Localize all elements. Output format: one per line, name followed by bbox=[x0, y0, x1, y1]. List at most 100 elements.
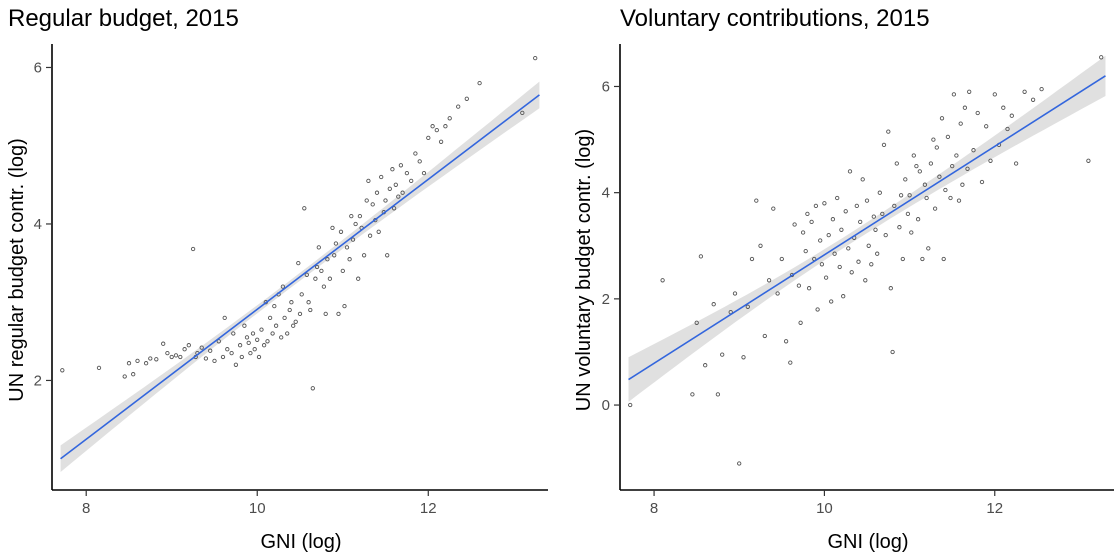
data-point bbox=[323, 311, 328, 317]
x-tick-label: 12 bbox=[420, 500, 437, 517]
x-tick-label: 8 bbox=[82, 500, 90, 517]
data-point bbox=[788, 360, 793, 365]
data-point bbox=[225, 347, 230, 352]
data-point bbox=[830, 217, 836, 222]
data-point bbox=[932, 206, 938, 211]
data-point bbox=[877, 190, 882, 195]
data-point bbox=[897, 225, 902, 230]
data-point bbox=[367, 233, 373, 238]
data-point bbox=[333, 241, 339, 246]
data-point bbox=[308, 307, 313, 313]
data-point bbox=[822, 201, 827, 206]
data-point bbox=[332, 253, 337, 258]
y-tick-label: 2 bbox=[34, 372, 42, 389]
data-point bbox=[169, 354, 174, 360]
data-point bbox=[711, 302, 716, 307]
data-point bbox=[875, 251, 880, 256]
data-point bbox=[255, 337, 260, 342]
data-point bbox=[914, 163, 919, 169]
data-point bbox=[922, 182, 928, 187]
data-point bbox=[892, 203, 897, 209]
data-point bbox=[272, 303, 277, 309]
data-point bbox=[261, 343, 267, 348]
data-point bbox=[385, 253, 390, 258]
data-point bbox=[391, 206, 397, 211]
data-point bbox=[809, 219, 814, 225]
data-point bbox=[374, 190, 380, 195]
x-tick-label: 12 bbox=[986, 500, 1003, 517]
data-point bbox=[869, 262, 874, 267]
data-point bbox=[1009, 113, 1014, 118]
data-point bbox=[863, 278, 868, 283]
data-point bbox=[962, 105, 968, 110]
data-point bbox=[890, 349, 895, 355]
data-point bbox=[520, 110, 525, 116]
y-tick-label: 4 bbox=[34, 216, 42, 233]
data-point bbox=[347, 257, 352, 262]
data-point bbox=[846, 246, 851, 251]
data-point bbox=[344, 245, 350, 250]
data-point bbox=[404, 170, 410, 176]
data-point bbox=[182, 347, 187, 352]
data-point bbox=[796, 283, 802, 288]
data-point bbox=[965, 166, 970, 171]
data-point bbox=[336, 311, 341, 317]
data-point bbox=[417, 159, 422, 164]
data-point bbox=[920, 256, 925, 262]
fit-line bbox=[60, 94, 540, 460]
data-point bbox=[818, 238, 823, 243]
data-point bbox=[849, 270, 854, 275]
data-point bbox=[338, 229, 344, 234]
data-point bbox=[1099, 55, 1104, 60]
data-point bbox=[443, 124, 448, 129]
data-point bbox=[860, 177, 865, 182]
data-point bbox=[212, 358, 217, 364]
data-point bbox=[783, 339, 789, 344]
data-point bbox=[280, 284, 286, 289]
data-point bbox=[148, 356, 153, 361]
data-point bbox=[400, 190, 405, 195]
data-point bbox=[903, 177, 908, 182]
data-point bbox=[314, 264, 320, 270]
data-point bbox=[250, 331, 256, 336]
data-point bbox=[438, 139, 444, 144]
data-point bbox=[413, 151, 418, 156]
data-point bbox=[754, 198, 759, 203]
data-point bbox=[289, 300, 294, 305]
data-point bbox=[975, 110, 980, 116]
data-point bbox=[242, 323, 247, 328]
data-point bbox=[858, 219, 863, 225]
data-point bbox=[1039, 86, 1044, 92]
x-tick-label: 10 bbox=[249, 500, 266, 517]
data-point bbox=[931, 137, 936, 142]
data-point bbox=[745, 304, 750, 309]
data-point bbox=[979, 179, 985, 185]
data-point bbox=[96, 365, 102, 371]
data-point bbox=[270, 331, 275, 336]
data-point bbox=[881, 142, 887, 148]
data-point bbox=[864, 198, 870, 203]
data-point bbox=[456, 104, 461, 109]
data-point bbox=[815, 307, 820, 312]
data-point bbox=[779, 256, 784, 262]
data-point bbox=[698, 254, 704, 259]
data-point bbox=[409, 178, 414, 184]
data-point bbox=[909, 230, 914, 235]
data-point bbox=[285, 331, 290, 336]
chart-title: Regular budget, 2015 bbox=[8, 5, 239, 32]
data-point bbox=[951, 92, 957, 97]
data-point bbox=[222, 315, 227, 321]
data-point bbox=[310, 386, 315, 391]
data-point bbox=[256, 354, 262, 360]
data-point bbox=[924, 195, 929, 201]
data-point bbox=[741, 355, 746, 360]
data-point bbox=[220, 354, 226, 360]
data-point bbox=[843, 209, 848, 214]
data-point bbox=[273, 323, 279, 328]
data-point bbox=[954, 153, 959, 158]
data-point bbox=[826, 232, 831, 238]
y-tick-label: 6 bbox=[34, 59, 42, 76]
data-point bbox=[766, 278, 772, 283]
x-tick-label: 8 bbox=[650, 500, 658, 517]
